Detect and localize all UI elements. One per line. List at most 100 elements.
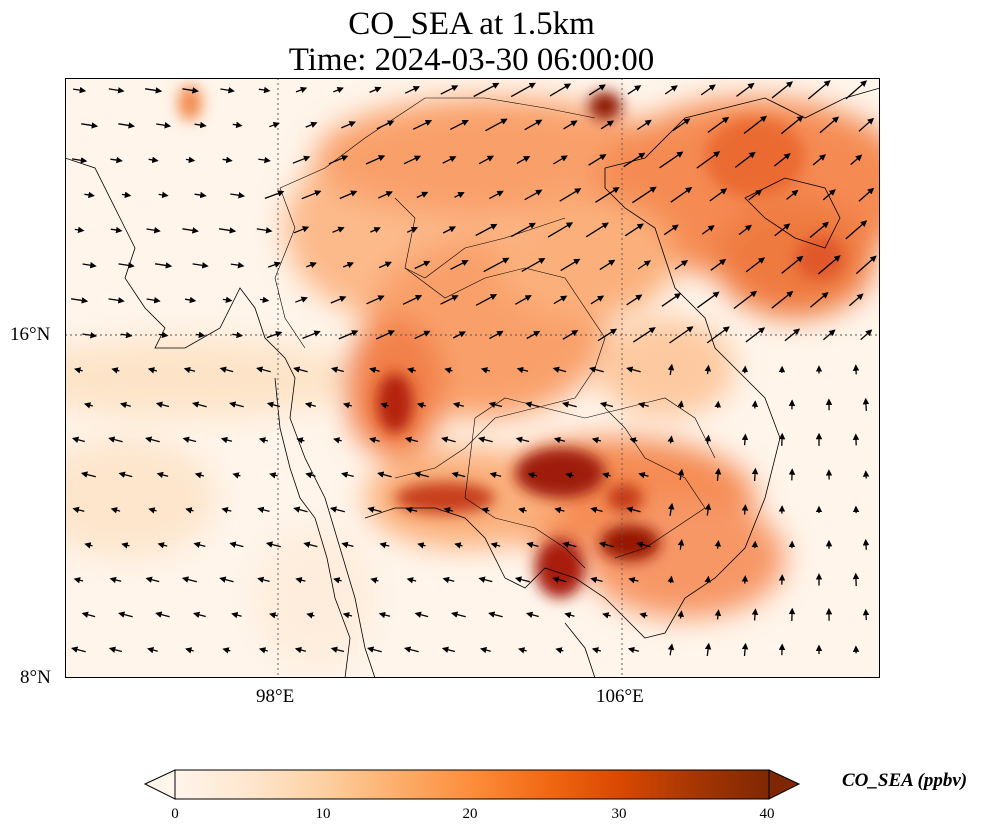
wind-arrow	[845, 220, 868, 240]
wind-arrow	[600, 120, 614, 130]
wind-arrow	[598, 541, 614, 548]
wind-arrow	[339, 190, 358, 200]
wind-arrow	[229, 541, 244, 548]
wind-arrow	[745, 257, 766, 273]
wind-arrow	[480, 367, 491, 374]
wind-arrow	[595, 187, 620, 203]
wind-arrow	[696, 151, 721, 169]
wind-arrow	[809, 221, 829, 238]
wind-arrow	[590, 295, 605, 305]
map-panel	[65, 78, 880, 678]
wind-arrow	[743, 115, 768, 135]
wind-arrow	[745, 327, 766, 343]
wind-arrow	[219, 227, 237, 234]
wind-arrow	[667, 363, 675, 376]
wind-arrow	[819, 116, 840, 134]
wind-arrow	[554, 507, 565, 514]
wind-arrow	[265, 541, 281, 548]
wind-arrow	[110, 507, 121, 514]
colorbar-tick-20: 20	[462, 806, 478, 822]
wind-arrow	[442, 576, 455, 584]
wind-arrow	[490, 542, 501, 549]
wind-arrow	[406, 577, 417, 584]
wind-arrow	[562, 401, 577, 408]
wind-arrow	[269, 612, 278, 619]
wind-arrow	[553, 295, 568, 305]
wind-arrow	[626, 294, 643, 306]
wind-arrow	[602, 472, 611, 479]
wind-arrow	[751, 608, 759, 621]
wind-arrow	[590, 506, 603, 514]
wind-arrow	[370, 227, 381, 234]
wind-arrow	[858, 187, 875, 202]
wind-arrow	[704, 364, 712, 375]
wind-arrow	[232, 331, 243, 339]
wind-arrow	[145, 87, 163, 94]
wind-arrow	[181, 576, 197, 583]
wind-arrow	[108, 297, 125, 304]
wind-arrow	[293, 226, 310, 234]
wind-arrow	[667, 643, 675, 656]
wind-arrow	[450, 260, 469, 270]
wind-arrow	[781, 255, 804, 274]
wind-arrow	[338, 330, 359, 340]
wind-arrow	[82, 261, 97, 269]
wind-arrow	[677, 539, 685, 550]
wind-arrow	[636, 119, 652, 131]
wind-arrow	[599, 401, 614, 408]
wind-arrow	[701, 225, 715, 235]
wind-arrow	[378, 191, 393, 199]
wind-arrow	[672, 118, 691, 132]
wind-arrow	[714, 467, 722, 481]
wind-arrow	[108, 646, 123, 653]
wind-arrow	[74, 226, 85, 234]
map-title: CO_SEA at 1.5km	[348, 6, 595, 42]
wind-arrow	[111, 367, 120, 374]
wind-arrow	[333, 577, 342, 584]
wind-arrow	[158, 331, 169, 339]
wind-arrow	[330, 646, 345, 653]
wind-arrow	[774, 223, 791, 237]
wind-arrow	[81, 611, 96, 618]
wind-arrow	[552, 366, 567, 373]
wind-arrow	[266, 331, 283, 339]
wind-arrow	[473, 82, 500, 98]
wind-arrow	[329, 506, 345, 513]
wind-arrow	[638, 471, 649, 479]
wind-arrow	[527, 472, 538, 479]
wind-arrow	[341, 541, 354, 549]
wind-arrow	[562, 330, 579, 340]
wind-arrow	[862, 538, 870, 550]
wind-arrow	[850, 154, 863, 166]
wind-arrow	[376, 120, 395, 130]
wind-arrow	[118, 611, 133, 618]
wind-arrow	[378, 611, 391, 619]
wind-arrow	[148, 507, 157, 514]
wind-arrow	[817, 255, 841, 275]
wind-arrow	[158, 191, 169, 199]
wind-arrow	[193, 541, 206, 549]
wind-arrow	[442, 226, 457, 234]
wind-arrow	[704, 575, 711, 584]
wind-arrow	[73, 86, 87, 94]
wind-arrow	[156, 471, 169, 479]
wind-arrow	[516, 366, 529, 374]
wind-arrow	[488, 611, 503, 618]
wind-arrow	[751, 467, 759, 482]
wind-arrow	[118, 122, 135, 129]
wind-arrow	[518, 647, 527, 654]
wind-arrow	[342, 402, 352, 409]
wind-arrow	[454, 542, 463, 549]
wind-arrow	[858, 117, 875, 132]
wind-arrow	[524, 189, 543, 201]
wind-arrow	[305, 121, 318, 128]
wind-arrow	[404, 86, 420, 94]
wind-arrow	[659, 151, 684, 169]
wind-arrow	[342, 262, 354, 269]
wind-arrow	[380, 402, 389, 409]
wind-arrow	[257, 506, 270, 514]
wind-arrow	[121, 191, 132, 199]
wind-arrow	[516, 155, 531, 164]
wind-arrow	[71, 297, 89, 304]
wind-arrow	[258, 86, 271, 94]
